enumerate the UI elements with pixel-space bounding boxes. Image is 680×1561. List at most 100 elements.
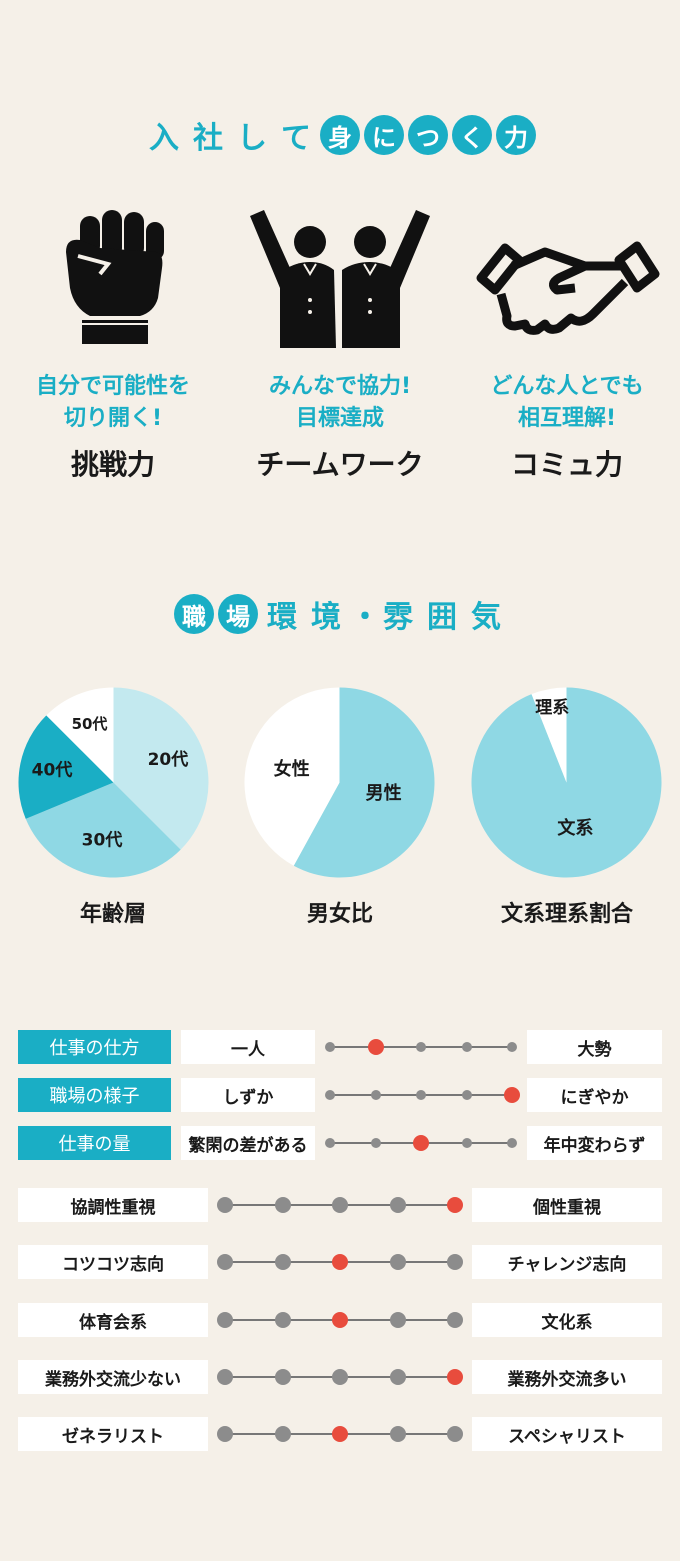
pie-slice-label: 男性 — [366, 782, 402, 804]
pie-slice — [25, 782, 181, 878]
pie-slice-label: 20代 — [148, 749, 189, 770]
scale-dot — [389, 1312, 406, 1328]
scale-dot — [217, 1426, 233, 1442]
scale-dot — [274, 1254, 291, 1270]
heading-circled-char: 力 — [496, 115, 536, 155]
skill-subtitle: どんな人とでも 相互理解! — [490, 374, 644, 431]
teamwork-icon — [250, 210, 430, 348]
scale-right-label: 個性重視 — [472, 1188, 662, 1222]
heading-circled-char: に — [364, 115, 404, 155]
scale-dot — [416, 1090, 426, 1100]
scale-dot — [325, 1090, 335, 1100]
scale-dot — [447, 1426, 463, 1442]
scale-dot — [370, 1090, 381, 1100]
scale-dot — [461, 1138, 472, 1148]
pie-slice-label: 女性 — [274, 758, 310, 780]
scale-right-label: チャレンジ志向 — [472, 1245, 662, 1279]
scale-dot — [389, 1197, 406, 1213]
scale-dot — [332, 1369, 348, 1385]
pie-chart-major: 文系 理系 — [471, 687, 662, 878]
scale-dot — [325, 1138, 335, 1148]
scale-dot — [389, 1369, 406, 1385]
fist-icon — [66, 210, 164, 344]
scale-dot — [370, 1138, 381, 1148]
pie-slice-label: 理系 — [535, 698, 569, 718]
heading-workplace: 職 場 環 境 ・ 雰 囲 気 — [0, 592, 680, 636]
scale-category-tag: 仕事の量 — [18, 1126, 171, 1160]
pie-slice-label: 30代 — [82, 829, 123, 850]
scale-dot-selected — [447, 1369, 463, 1385]
scale-dot — [274, 1369, 291, 1385]
pie-slice-label: 文系 — [557, 817, 593, 839]
scale-left-label: 協調性重視 — [18, 1188, 208, 1222]
scale-dot-selected — [332, 1312, 348, 1328]
scale-dot-selected — [504, 1087, 520, 1103]
scale-dot — [274, 1312, 291, 1328]
chart-title-gender: 男女比 — [306, 902, 373, 927]
scale-category-tag: 職場の様子 — [18, 1078, 171, 1112]
scale-category-tag: 仕事の仕方 — [18, 1030, 171, 1064]
scale-dot — [217, 1254, 233, 1270]
heading-char: 囲 — [427, 600, 457, 635]
scale-dot — [217, 1312, 233, 1328]
scale-dot-selected — [447, 1197, 463, 1213]
scale-dot — [447, 1254, 463, 1270]
heading-circled-char: 場 — [218, 594, 258, 634]
scale-left-label: コツコツ志向 — [18, 1245, 208, 1279]
scale-dot — [507, 1138, 517, 1148]
scale-dot — [461, 1042, 472, 1052]
pie-slice — [46, 687, 114, 783]
scale-left-label: 繁閑の差がある — [181, 1126, 315, 1160]
heading-char: 入 — [149, 121, 179, 156]
heading-char: 環 — [267, 600, 297, 635]
heading-circled-char: 職 — [174, 594, 214, 634]
pie-slice-label: 40代 — [32, 759, 73, 780]
scale-dot-selected — [367, 1039, 384, 1055]
scale-dot — [389, 1426, 406, 1442]
pie-slice — [531, 687, 567, 783]
heading-char: 雰 — [383, 600, 413, 635]
scale-right-label: 文化系 — [472, 1303, 662, 1337]
scale-right-label: 大勢 — [527, 1030, 662, 1064]
heading-char: し — [237, 121, 267, 156]
heading-circled-char: く — [452, 115, 492, 155]
heading-char: 境 — [311, 600, 341, 635]
scale-dot — [389, 1254, 406, 1270]
skill-title: チームワーク — [256, 448, 424, 481]
heading-char: 社 — [193, 121, 223, 156]
scale-right-label: にぎやか — [527, 1078, 662, 1112]
scale-dot — [416, 1042, 426, 1052]
skill-subtitle: みんなで協力! 目標達成 — [268, 374, 412, 431]
heading-char: て — [281, 121, 311, 156]
scale-right-label: 年中変わらず — [527, 1126, 662, 1160]
chart-title-major: 文系理系割合 — [500, 902, 633, 927]
skill-title: コミュ力 — [510, 448, 623, 481]
scale-left-label: 一人 — [181, 1030, 315, 1064]
scale-dot — [274, 1426, 291, 1442]
pie-slice — [293, 687, 435, 878]
scale-dot — [217, 1369, 233, 1385]
skill-subtitle: 自分で可能性を 切り開く! — [35, 374, 190, 431]
scale-left-label: 業務外交流少ない — [18, 1360, 208, 1394]
scale-dot — [274, 1197, 291, 1213]
heading-char: ・ — [350, 600, 380, 635]
pie-slice — [113, 687, 209, 850]
pie-chart-age: 20代 30代 40代 50代 — [18, 687, 209, 878]
scale-right-label: スペシャリスト — [472, 1417, 662, 1451]
scale-dot — [447, 1312, 463, 1328]
pie-slice-label: 50代 — [72, 715, 108, 733]
heading-circled-char: 身 — [320, 115, 360, 155]
skill-communication: どんな人とでも 相互理解! コミュ力 — [467, 371, 667, 483]
scale-right-label: 業務外交流多い — [472, 1360, 662, 1394]
scale-dot-selected — [413, 1135, 429, 1151]
scale-left-label: ゼネラリスト — [18, 1417, 208, 1451]
scale-left-label: しずか — [181, 1078, 315, 1112]
chart-title-age: 年齢層 — [79, 902, 146, 927]
skill-title: 挑戦力 — [70, 448, 155, 481]
pie-slice — [18, 715, 114, 819]
scale-dot — [332, 1197, 348, 1213]
heading-char: 気 — [471, 600, 501, 635]
heading-skills: 入 社 し て 身 に つ く 力 — [0, 113, 680, 157]
skill-challenge: 自分で可能性を 切り開く! 挑戦力 — [13, 371, 213, 483]
scale-dot — [217, 1197, 233, 1213]
